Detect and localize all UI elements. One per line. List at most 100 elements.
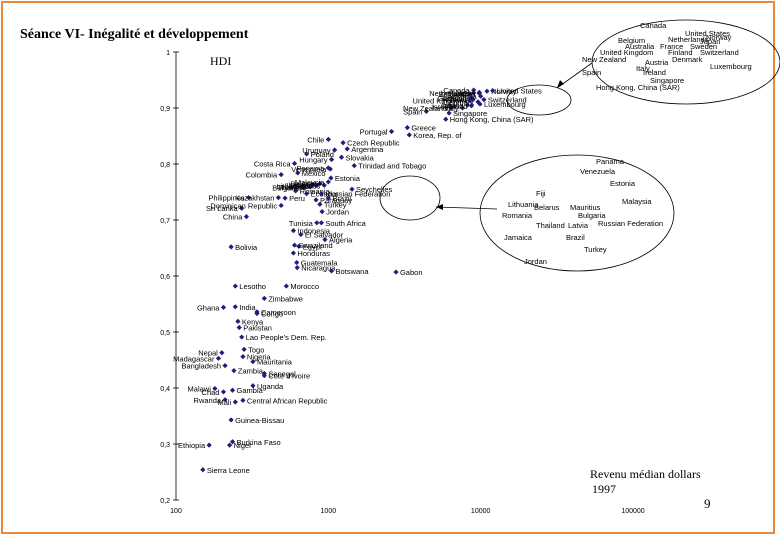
- point-label-togo: Togo: [248, 345, 264, 354]
- point-zimbabwe: [261, 295, 267, 301]
- point-label-congo: Congo: [261, 310, 283, 319]
- point-sri-lanka: [239, 205, 245, 211]
- point-label-singapore: Singapore: [453, 109, 487, 118]
- point-label-swaziland: Swaziland: [299, 241, 333, 250]
- point-label-romania: Romania: [300, 187, 331, 196]
- point-peru: [282, 195, 288, 201]
- callout-mid-label-venezuela: Venezuela: [580, 167, 616, 176]
- point-label-south-africa: South Africa: [325, 219, 366, 228]
- point-greece: [404, 125, 410, 131]
- point-label-pakistan: Pakistan: [243, 324, 272, 333]
- y-tick-label: 1: [166, 50, 170, 57]
- point-label-guatemala: Guatemala: [301, 259, 339, 268]
- point-label-mauritius: Mauritius: [290, 181, 321, 190]
- point-nepal: [219, 350, 225, 356]
- point-label-morocco: Morocco: [290, 282, 319, 291]
- point-label-gambia: Gambia: [237, 386, 264, 395]
- point-mauritania: [250, 359, 256, 365]
- point-label-ethiopia: Ethiopia: [178, 441, 206, 450]
- point-germany: [469, 95, 475, 101]
- point-label-denmark: Denmark: [444, 98, 475, 107]
- point-label-sweden: Sweden: [448, 89, 475, 98]
- point-malaysia: [325, 179, 331, 185]
- point-india: [232, 304, 238, 310]
- point-uganda: [250, 383, 256, 389]
- point-russian-federation: [318, 191, 324, 197]
- point-label-cote-d-ivoire: Cote d'Ivoire: [268, 372, 310, 381]
- point-label-jordan: Jordan: [326, 208, 349, 217]
- point-egypt: [296, 243, 302, 249]
- x-tick-label: 1000: [321, 508, 337, 515]
- point-label-burkina-faso: Burkina Faso: [237, 438, 281, 447]
- point-label-seychelles: Seychelles: [356, 185, 393, 194]
- point-mexico: [295, 170, 301, 176]
- callout-mid-ellipse: [479, 154, 675, 272]
- x-tick-label: 10000: [471, 508, 491, 515]
- callout-top-label-sweden: Sweden: [690, 42, 717, 51]
- x-tick-label: 100000: [621, 508, 644, 515]
- point-mali: [232, 399, 238, 405]
- point-seychelles: [349, 186, 355, 192]
- point-label-zimbabwe: Zimbabwe: [268, 294, 303, 303]
- cluster-top-ellipse: [506, 84, 572, 116]
- point-label-venezuela: Venezuela: [291, 165, 327, 174]
- x-axis-label: Revenu médian dollars: [590, 467, 701, 481]
- point-label-brazil: Brazil: [332, 194, 351, 203]
- point-china: [243, 214, 250, 220]
- point-label-new-zealand: New Zealand: [403, 104, 447, 113]
- y-tick-label: 0,6: [160, 274, 170, 281]
- y-tick-label: 0,4: [160, 386, 170, 393]
- point-label-turkey: Turkey: [324, 200, 347, 209]
- point-label-nicaragua: Nicaragua: [301, 264, 336, 273]
- point-label-trinidad-and-tobago: Trinidad and Tobago: [358, 162, 426, 171]
- point-madagascar: [215, 355, 222, 361]
- point-label-spain: Spain: [403, 107, 422, 116]
- callout-top-label-netherlands: Netherlands: [668, 35, 709, 44]
- point-south-africa: [318, 220, 324, 226]
- point-ghana: [220, 304, 227, 310]
- point-lao-people-s-dem-rep: [239, 334, 245, 340]
- callout-top-label-canada: Canada: [640, 21, 667, 30]
- callout-top-label-italy: Italy: [636, 64, 650, 73]
- point-portugal: [388, 128, 395, 135]
- callout-top-label-denmark: Denmark: [672, 55, 703, 64]
- point-label-chile: Chile: [307, 135, 324, 144]
- point-guinea-bissau: [228, 417, 234, 423]
- point-label-zambia: Zambia: [238, 367, 264, 376]
- point-poland: [304, 151, 310, 157]
- callout-top-label-singapore: Singapore: [650, 76, 684, 85]
- point-spain: [423, 108, 429, 114]
- callout-mid-label-turkey: Turkey: [584, 245, 607, 254]
- point-botswana: [328, 268, 335, 274]
- point-label-indonesia: Indonesia: [297, 227, 330, 236]
- point-label-dominican-republic: Dominican Republic: [210, 201, 277, 210]
- callout-mid-label-jordan: Jordan: [524, 257, 547, 266]
- point-label-thailand: Thailand: [277, 183, 306, 192]
- point-algeria: [322, 237, 328, 243]
- point-ecuador: [304, 191, 310, 197]
- point-malawi: [212, 385, 218, 392]
- point-singapore: [446, 110, 452, 116]
- point-bangladesh: [222, 363, 228, 369]
- callout-top-label-france: France: [660, 42, 683, 51]
- point-denmark: [475, 99, 481, 105]
- point-label-mali: Mali: [218, 398, 232, 407]
- point-cameroon: [254, 309, 260, 315]
- point-label-belarus: Belarus: [290, 180, 316, 189]
- point-pakistan: [236, 324, 242, 331]
- point-label-poland: Poland: [311, 150, 334, 159]
- callout-top-ellipse: [591, 19, 780, 105]
- point-label-israel: Israel: [432, 102, 451, 111]
- callout-mid-arrow: [435, 206, 498, 210]
- point-mauritius: [321, 182, 327, 188]
- point-norway: [484, 88, 490, 94]
- point-senegal: [261, 370, 267, 377]
- point-chad: [220, 389, 227, 395]
- point-lesotho: [232, 283, 238, 289]
- point-label-france: France: [446, 96, 469, 105]
- callout-mid-label-jamaica: Jamaica: [504, 233, 533, 242]
- point-label-philippines: Philippines: [208, 194, 245, 203]
- point-label-jamaica: Jamaica: [285, 181, 314, 190]
